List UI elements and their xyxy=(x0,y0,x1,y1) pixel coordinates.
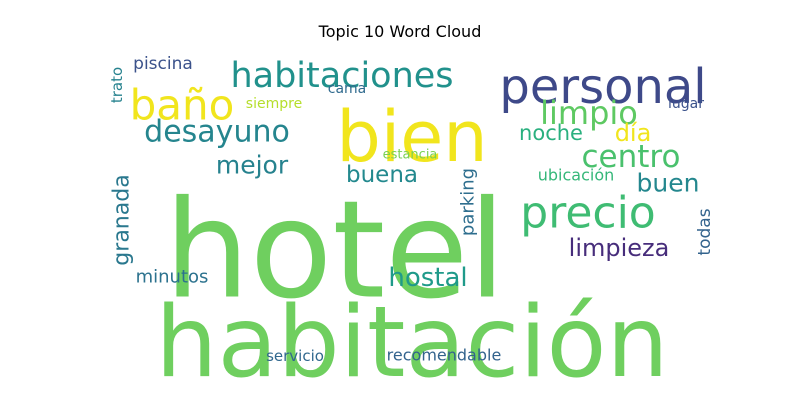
word-servicio: servicio xyxy=(266,347,324,365)
word-precio: precio xyxy=(520,188,655,239)
word-estancia: estancia xyxy=(383,148,438,163)
word-personal: personal xyxy=(499,59,706,115)
word-hostal: hostal xyxy=(388,263,467,293)
word-buen: buen xyxy=(637,169,700,198)
word-dia: día xyxy=(615,119,652,147)
word-recomendable: recomendable xyxy=(387,346,502,365)
word-cama: cama xyxy=(328,81,367,97)
word-mejor: mejor xyxy=(216,151,289,180)
word-centro: centro xyxy=(582,139,681,175)
word-ubicacion: ubicación xyxy=(538,166,615,185)
word-trato: trato xyxy=(108,67,126,103)
word-noche: noche xyxy=(519,121,583,145)
word-habitacion: habitación xyxy=(155,286,668,400)
word-bano: baño xyxy=(130,81,235,130)
word-limpieza: limpieza xyxy=(569,234,670,262)
word-siempre: siempre xyxy=(246,96,302,112)
word-limpio: limpio xyxy=(540,94,638,132)
word-lugar: lugar xyxy=(668,96,704,112)
word-granada: granada xyxy=(110,174,135,265)
word-habitaciones: habitaciones xyxy=(230,56,453,96)
word-piscina: piscina xyxy=(133,54,193,74)
word-desayuno: desayuno xyxy=(144,115,290,150)
word-minutos: minutos xyxy=(136,267,209,288)
word-hotel: hotel xyxy=(164,172,506,329)
word-parking: parking xyxy=(458,168,479,236)
word-todas: todas xyxy=(695,208,715,255)
chart-title: Topic 10 Word Cloud xyxy=(318,22,482,41)
word-buena: buena xyxy=(346,162,418,188)
word-bien: bien xyxy=(336,96,487,178)
